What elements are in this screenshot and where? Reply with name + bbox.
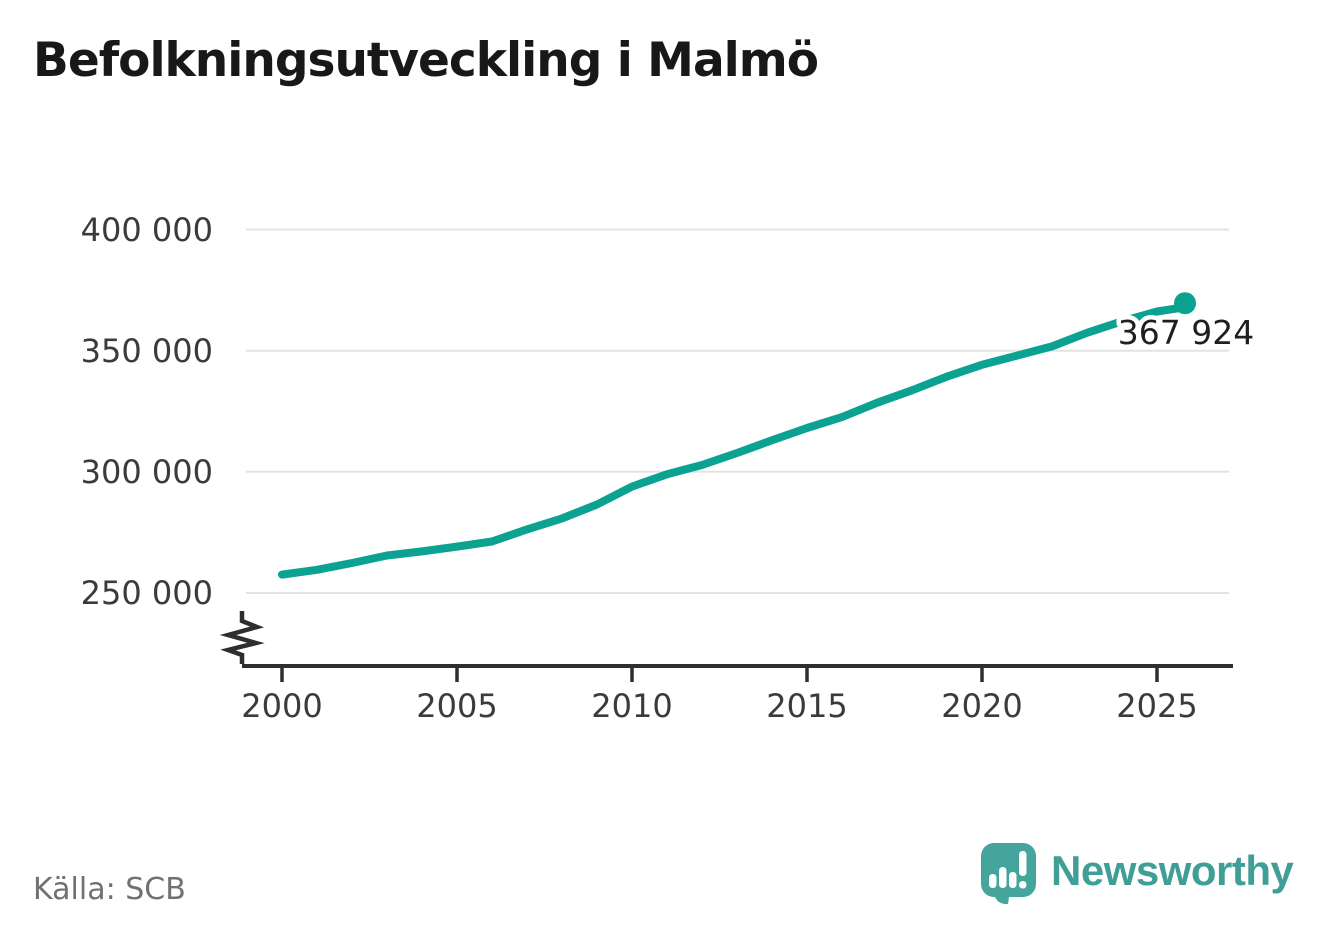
latest-value-label: 367 924 <box>1118 313 1254 352</box>
x-tick-label-2010: 2010 <box>591 687 672 725</box>
x-axis <box>219 611 1233 682</box>
gridlines <box>246 228 1229 594</box>
y-tick-label-300000: 300 000 <box>81 453 213 491</box>
newsworthy-bubble-icon <box>981 843 1036 905</box>
y-tick-label-400000: 400 000 <box>81 211 213 249</box>
bar-icon-medium <box>1009 872 1017 888</box>
exclamation-dot-icon <box>1019 881 1027 889</box>
x-tick-label-2015: 2015 <box>766 687 847 725</box>
x-tick-label-2025: 2025 <box>1116 687 1197 725</box>
bar-icon-tall <box>999 867 1007 888</box>
x-tick-label-2000: 2000 <box>241 687 322 725</box>
bubble-body <box>981 843 1036 897</box>
newsworthy-wordmark: Newsworthy <box>1051 847 1294 894</box>
bar-icon-small <box>989 874 997 888</box>
source-label: Källa: SCB <box>33 872 186 907</box>
exclamation-bar-icon <box>1019 851 1027 876</box>
y-tick-label-350000: 350 000 <box>81 332 213 370</box>
newsworthy-logo: Newsworthy <box>980 842 1294 910</box>
y-axis-labels: 250 000 300 000 350 000 400 000 <box>81 211 213 612</box>
x-tick-label-2020: 2020 <box>941 687 1022 725</box>
page-title: Befolkningsutveckling i Malmö <box>33 33 819 88</box>
latest-value-dot <box>1174 292 1196 315</box>
population-line-series <box>278 303 1189 579</box>
y-tick-label-250000: 250 000 <box>81 574 213 612</box>
x-axis-labels: 2000 2005 2010 2015 2020 2025 <box>241 687 1197 725</box>
x-tick-label-2005: 2005 <box>416 687 497 725</box>
bubble-tail <box>993 890 1010 905</box>
axis-break-icon <box>219 611 265 664</box>
